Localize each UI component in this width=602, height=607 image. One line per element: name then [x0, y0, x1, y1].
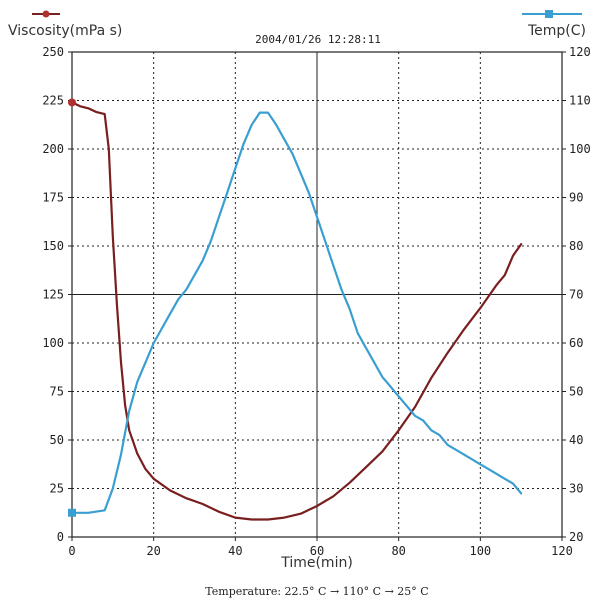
- y-right-ticks: 20 30 40 50 60 70 80 90 100 110 120: [562, 45, 591, 544]
- x-tick-label: 40: [228, 544, 242, 558]
- legend-viscosity-marker: [42, 10, 50, 18]
- y-left-tick-label: 125: [42, 288, 64, 302]
- y-left-tick-label: 200: [42, 142, 64, 156]
- y-right-tick-label: 30: [569, 482, 583, 496]
- x-tick-label: 0: [68, 544, 75, 558]
- y-left-tick-label: 175: [42, 191, 64, 205]
- legend-temp: Temp(C): [522, 10, 586, 39]
- y-right-axis-title: Temp(C): [527, 23, 586, 39]
- y-right-tick-label: 60: [569, 336, 583, 350]
- y-left-tick-label: 225: [42, 94, 64, 108]
- y-left-axis-title: Viscosity(mPa s): [8, 23, 122, 39]
- y-right-tick-label: 50: [569, 385, 583, 399]
- viscosity-start-marker: [68, 98, 76, 107]
- chart-timestamp: 2004/01/26 12:28:11: [255, 33, 381, 46]
- y-left-tick-label: 150: [42, 239, 64, 253]
- y-left-tick-label: 100: [42, 336, 64, 350]
- y-right-tick-label: 70: [569, 288, 583, 302]
- temp-start-marker: [68, 508, 76, 517]
- y-left-tick-label: 0: [57, 530, 64, 544]
- y-left-tick-label: 250: [42, 45, 64, 59]
- y-right-tick-label: 90: [569, 191, 583, 205]
- y-right-tick-label: 100: [569, 142, 591, 156]
- x-tick-label: 100: [469, 544, 491, 558]
- legend-viscosity: Viscosity(mPa s): [8, 10, 122, 39]
- y-right-tick-label: 20: [569, 530, 583, 544]
- temp-series-line: [70, 111, 523, 514]
- legend-temp-marker: [545, 10, 553, 18]
- x-tick-label: 60: [310, 544, 324, 558]
- y-left-tick-label: 75: [50, 385, 64, 399]
- x-axis-title: Time(min): [280, 555, 353, 571]
- footer-note: Temperature: 22.5° C → 110° C → 25° C: [205, 585, 428, 598]
- y-right-tick-label: 120: [569, 45, 591, 59]
- y-right-tick-label: 110: [569, 94, 591, 108]
- y-right-tick-label: 80: [569, 239, 583, 253]
- y-left-tick-label: 50: [50, 433, 64, 447]
- y-right-tick-label: 40: [569, 433, 583, 447]
- x-tick-label: 120: [551, 544, 573, 558]
- series-layer: [68, 98, 523, 521]
- x-ticks: 0 20 40 60 80 100 120: [68, 537, 573, 558]
- viscosity-series-line: [70, 101, 523, 521]
- y-left-tick-label: 25: [50, 482, 64, 496]
- grid: [72, 52, 562, 537]
- x-tick-label: 80: [391, 544, 405, 558]
- x-tick-label: 20: [146, 544, 160, 558]
- y-left-ticks: 0 25 50 75 100 125 150 175 200 225 250: [42, 45, 72, 544]
